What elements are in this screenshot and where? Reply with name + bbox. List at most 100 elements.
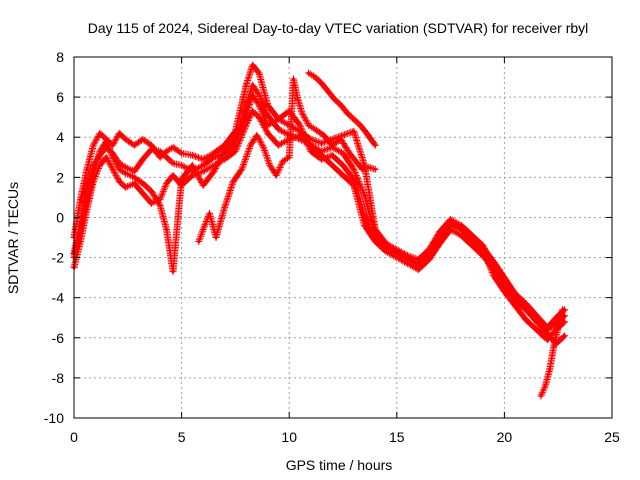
data-point [554,316,558,320]
data-point [332,97,336,101]
x-tick-label: 10 [281,429,297,445]
data-point [470,235,474,240]
data-point [513,304,517,308]
data-point [545,332,550,336]
data-point [164,227,169,232]
data-point [384,249,388,254]
data-point [339,103,343,107]
data-point [171,145,175,149]
x-tick-label: 20 [497,429,513,445]
data-point [104,139,108,143]
data-point [563,334,567,338]
data-point [111,155,115,159]
data-point [362,213,367,218]
data-point [416,267,420,272]
data-point [300,111,304,115]
data-point [352,129,356,133]
data-point [459,225,463,230]
data-point [164,155,169,159]
data-point [358,123,362,127]
data-point [560,308,565,312]
y-tick-label: 2 [56,169,64,185]
data-point [171,161,175,165]
data-point [492,274,496,278]
data-point [141,157,145,161]
data-point [373,237,377,242]
data-point [244,113,248,117]
data-point [124,171,128,175]
data-point [149,189,154,193]
data-point [201,183,205,187]
data-point [223,143,227,147]
data-point [524,318,528,322]
data-point [405,261,410,266]
data-point [367,165,371,169]
series-markers [70,61,569,348]
data-point [141,181,145,185]
data-point [85,197,89,201]
data-point [313,75,317,79]
data-point [201,163,205,167]
data-point [257,103,261,107]
data-point [287,155,291,159]
data-point [539,394,543,398]
data-point [257,93,261,97]
data-point [158,203,162,208]
data-point [535,314,539,318]
data-point [212,151,216,155]
data-point [255,133,259,137]
data-point [306,123,311,127]
data-point [296,97,300,101]
data-point [438,233,442,238]
data-point [384,243,388,248]
data-point [251,83,255,87]
data-point [360,167,364,171]
data-point [266,103,270,107]
data-point [341,173,345,177]
grid [74,57,612,418]
data-point [149,201,154,206]
data-point [395,255,399,260]
data-point [124,137,128,141]
series-markers [70,81,569,344]
data-point [111,167,115,171]
data-point [266,131,270,135]
data-point [513,292,517,296]
data-point [313,127,317,131]
data-point [352,117,356,121]
y-tick-label: 4 [56,129,64,145]
x-tick-label: 25 [604,429,620,445]
data-point [117,131,121,135]
data-point [164,181,169,185]
data-point [141,191,145,195]
data-point [171,269,175,274]
data-point [180,151,184,155]
data-point [214,235,218,240]
data-point [281,159,285,163]
y-tick-label: 8 [56,49,64,65]
data-point [212,155,216,159]
data-point [117,179,121,183]
data-point [309,137,313,141]
data-point [124,165,128,169]
y-axis-label: SDTVAR / TECUs [5,182,21,294]
data-point [319,149,324,153]
data-point [362,193,367,197]
chart-title: Day 115 of 2024, Sidereal Day-to-day VTE… [88,20,589,36]
data-point [251,109,255,113]
y-tick-label: 0 [56,209,64,225]
data-point [132,143,136,147]
data-point [98,149,102,153]
data-point [330,137,334,141]
data-point [149,143,154,147]
data-point [276,127,281,131]
data-point [405,255,410,260]
data-point [545,326,550,330]
data-point [298,137,302,141]
data-point [261,145,265,149]
data-point [298,123,302,127]
data-point [190,153,194,157]
x-axis-label: GPS time / hours [286,457,393,473]
data-point [207,211,212,216]
data-point [502,276,506,280]
